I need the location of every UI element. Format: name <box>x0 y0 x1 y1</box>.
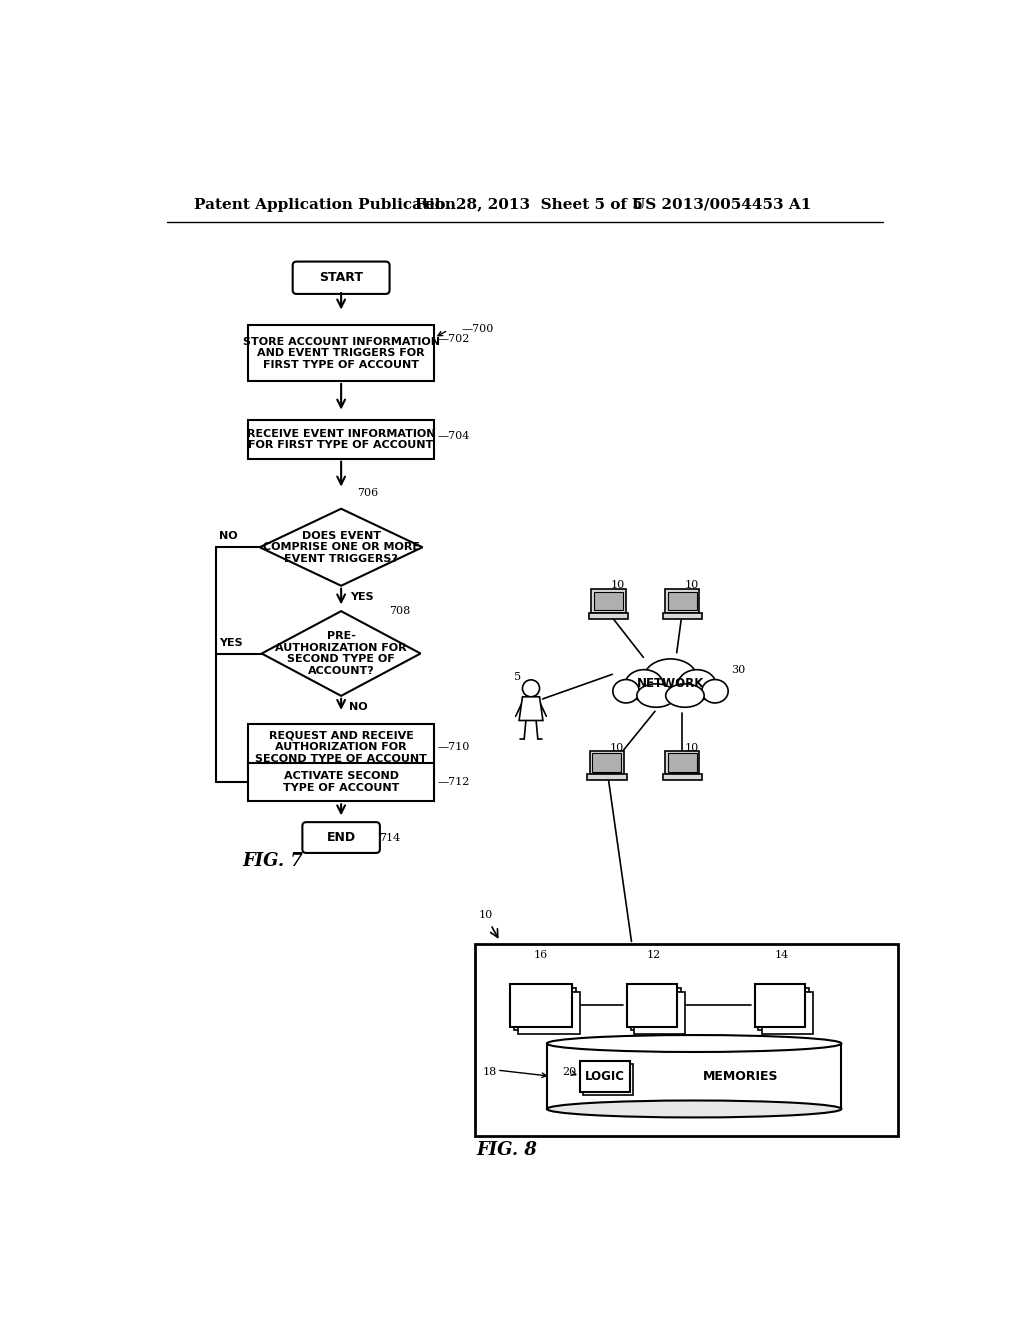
Text: 10: 10 <box>684 579 698 590</box>
Ellipse shape <box>666 684 705 708</box>
Text: —702: —702 <box>437 334 470 345</box>
Text: —704: —704 <box>437 430 470 441</box>
Ellipse shape <box>612 680 639 704</box>
Bar <box>475 944 898 1137</box>
Text: 10: 10 <box>609 743 624 754</box>
Bar <box>588 775 627 780</box>
Text: NO: NO <box>219 532 238 541</box>
Text: END: END <box>327 832 355 843</box>
Text: 10: 10 <box>611 579 625 590</box>
Bar <box>248 420 434 459</box>
Text: I/O: I/O <box>770 999 790 1012</box>
Ellipse shape <box>637 684 675 708</box>
Text: FIG. 7: FIG. 7 <box>243 853 303 870</box>
Text: COMM
LINKS: COMM LINKS <box>521 994 561 1016</box>
Text: —712: —712 <box>437 777 470 787</box>
FancyBboxPatch shape <box>293 261 389 294</box>
Text: STORE ACCOUNT INFORMATION
AND EVENT TRIGGERS FOR
FIRST TYPE OF ACCOUNT: STORE ACCOUNT INFORMATION AND EVENT TRIG… <box>243 337 439 370</box>
Text: YES: YES <box>350 593 374 602</box>
Text: 706: 706 <box>356 488 378 499</box>
Text: 16: 16 <box>534 949 548 960</box>
Bar <box>590 751 624 775</box>
Text: —710: —710 <box>437 742 470 752</box>
Bar <box>518 991 580 1035</box>
Text: RECEIVE EVENT INFORMATION
FOR FIRST TYPE OF ACCOUNT: RECEIVE EVENT INFORMATION FOR FIRST TYPE… <box>247 429 435 450</box>
Bar <box>755 985 805 1027</box>
Text: NETWORK: NETWORK <box>637 677 705 690</box>
Text: 708: 708 <box>389 606 411 616</box>
Text: 12: 12 <box>646 949 660 960</box>
Ellipse shape <box>643 659 697 700</box>
Text: REQUEST AND RECEIVE
AUTHORIZATION FOR
SECOND TYPE OF ACCOUNT: REQUEST AND RECEIVE AUTHORIZATION FOR SE… <box>255 731 427 764</box>
Ellipse shape <box>625 669 664 701</box>
Text: MEMORIES: MEMORIES <box>702 1069 778 1082</box>
Text: START: START <box>319 271 364 284</box>
Bar <box>510 985 572 1027</box>
Bar <box>668 754 696 772</box>
Text: ACTIVATE SECOND
TYPE OF ACCOUNT: ACTIVATE SECOND TYPE OF ACCOUNT <box>283 771 399 793</box>
FancyBboxPatch shape <box>302 822 380 853</box>
Circle shape <box>522 680 540 697</box>
Text: Patent Application Publication: Patent Application Publication <box>194 198 456 211</box>
Ellipse shape <box>678 669 716 701</box>
Bar <box>589 612 628 619</box>
Bar <box>593 754 622 772</box>
Polygon shape <box>262 611 421 696</box>
Text: 18: 18 <box>483 1068 498 1077</box>
Polygon shape <box>519 697 543 721</box>
Text: NO: NO <box>349 702 368 713</box>
Bar <box>665 589 699 612</box>
Bar <box>592 589 626 612</box>
Bar <box>627 985 677 1027</box>
Text: 714: 714 <box>379 833 400 842</box>
Text: FIG. 8: FIG. 8 <box>477 1142 538 1159</box>
Text: 5: 5 <box>514 672 521 681</box>
Text: YES: YES <box>219 638 243 648</box>
Bar <box>594 591 623 610</box>
Bar <box>759 989 809 1031</box>
Polygon shape <box>260 508 423 586</box>
Bar <box>668 591 696 610</box>
Text: PRE-
AUTHORIZATION FOR
SECOND TYPE OF
ACCOUNT?: PRE- AUTHORIZATION FOR SECOND TYPE OF AC… <box>275 631 407 676</box>
Text: 30: 30 <box>731 665 745 675</box>
Bar <box>248 763 434 801</box>
Bar <box>514 989 575 1031</box>
Bar <box>635 991 685 1035</box>
Text: μP: μP <box>642 998 663 1012</box>
Bar <box>665 751 699 775</box>
Bar <box>547 1044 842 1109</box>
Text: US 2013/0054453 A1: US 2013/0054453 A1 <box>632 198 811 211</box>
Bar <box>663 775 701 780</box>
Bar <box>248 326 434 381</box>
Text: Feb. 28, 2013  Sheet 5 of 5: Feb. 28, 2013 Sheet 5 of 5 <box>415 198 642 211</box>
Bar <box>631 989 681 1031</box>
Bar <box>762 991 813 1035</box>
Text: 10: 10 <box>479 909 494 920</box>
Bar <box>580 1061 630 1092</box>
Text: 14: 14 <box>774 949 788 960</box>
Ellipse shape <box>547 1035 842 1052</box>
Bar <box>663 612 701 619</box>
Ellipse shape <box>701 680 728 704</box>
Text: —700: —700 <box>461 323 494 334</box>
Ellipse shape <box>547 1101 842 1118</box>
Text: 10: 10 <box>684 743 698 754</box>
Text: DOES EVENT
COMPRISE ONE OR MORE
EVENT TRIGGERS?: DOES EVENT COMPRISE ONE OR MORE EVENT TR… <box>262 531 420 564</box>
Bar <box>248 723 434 771</box>
Bar <box>583 1064 633 1094</box>
Text: LOGIC: LOGIC <box>585 1069 625 1082</box>
Text: 20: 20 <box>562 1067 577 1077</box>
